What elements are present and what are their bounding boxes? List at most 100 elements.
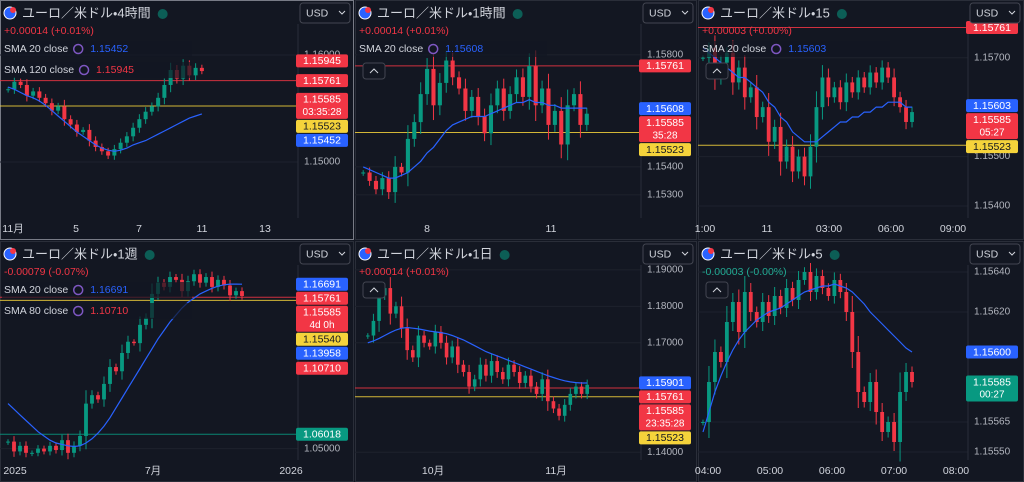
price-tag-label: 1.15600 (973, 346, 1011, 358)
indicator-value: 1.16691 (90, 284, 128, 296)
candle (162, 84, 167, 98)
time-label: 8 (424, 223, 430, 235)
candle (31, 91, 36, 96)
candle (12, 81, 17, 90)
candle (501, 372, 505, 380)
price-change: +0.00014 (+0.01%) (4, 25, 94, 37)
price-tag (296, 332, 348, 346)
collapse-button[interactable] (705, 62, 729, 80)
y-tick-label: 1.15640 (974, 267, 1011, 278)
candle (126, 341, 130, 353)
price-tag (639, 431, 691, 445)
candle (96, 395, 100, 400)
candle (24, 445, 28, 453)
candle (476, 96, 481, 117)
candle (405, 138, 410, 173)
indicator-label: SMA 20 close (4, 284, 68, 296)
price-change: -0.00003 (-0.00%) (702, 266, 787, 278)
candle (701, 422, 705, 423)
candle (422, 335, 426, 343)
candle (874, 72, 879, 83)
time-label: 2026 (279, 465, 303, 477)
candle (534, 386, 539, 394)
candle (124, 136, 129, 143)
currency-button[interactable] (642, 243, 694, 265)
candle (802, 272, 807, 280)
price-tag (296, 361, 348, 375)
currency-button[interactable] (299, 2, 351, 24)
price-tag-countdown: 35:28 (652, 130, 677, 141)
currency-button[interactable] (642, 2, 694, 24)
currency-button[interactable] (969, 2, 1021, 24)
candle (584, 113, 589, 125)
price-tag (296, 92, 348, 119)
candle (90, 395, 94, 404)
candle (562, 404, 567, 416)
y-tick-label: 1.05000 (304, 443, 341, 454)
candle (74, 124, 79, 133)
currency-button[interactable] (299, 243, 351, 265)
price-tag-label: 1.15603 (973, 100, 1011, 112)
price-tag-label: 1.15523 (973, 141, 1011, 153)
indicator-icon (72, 284, 84, 296)
candle (533, 66, 538, 106)
currency-label: USD (649, 7, 672, 19)
candle (766, 302, 771, 316)
candle (557, 408, 561, 416)
candle (724, 322, 729, 362)
candle (99, 147, 104, 152)
price-tag (296, 291, 348, 305)
time-label: 06:00 (819, 465, 845, 477)
price-tag (639, 390, 691, 404)
candle (892, 422, 897, 442)
price-tag-label: 1.15608 (646, 103, 684, 115)
price-tag (639, 376, 691, 390)
collapse-button[interactable] (362, 281, 386, 299)
candle (784, 146, 789, 162)
candle (844, 82, 849, 103)
indicator-value: 1.15452 (90, 43, 128, 55)
y-tick-label: 1.17000 (647, 337, 684, 348)
currency-label: USD (649, 248, 672, 260)
price-tag (639, 59, 691, 73)
candle (578, 94, 583, 125)
candle (820, 276, 825, 288)
candle (850, 82, 855, 93)
collapse-button[interactable] (362, 62, 386, 80)
price-tag (966, 113, 1018, 140)
candle (488, 105, 494, 134)
currency-label: USD (976, 248, 999, 260)
indicator-bg (2, 62, 192, 78)
indicator-value: 1.15603 (788, 43, 826, 55)
price-tag-label: 1.15761 (303, 75, 341, 87)
candle (412, 122, 417, 139)
price-tag-label: 1.15585 (973, 114, 1011, 126)
indicator-icon (72, 305, 84, 317)
candle (132, 341, 136, 344)
candle (49, 103, 54, 111)
price-tag-label: 1.15761 (646, 391, 684, 403)
candle (760, 302, 765, 322)
currency-button[interactable] (969, 243, 1021, 265)
symbol-flag-red (10, 7, 16, 13)
time-label: 11月 (545, 465, 566, 477)
candle (495, 361, 499, 373)
panel-title: ユーロ／米ドル・5 (720, 246, 823, 261)
time-label: 5 (73, 223, 79, 235)
collapse-chevron (369, 68, 379, 74)
price-tag-label: 1.15761 (646, 60, 684, 72)
candle (520, 77, 525, 97)
candle (469, 96, 474, 111)
candle (574, 386, 578, 394)
price-tag-label: 1.16691 (303, 278, 341, 290)
candle (868, 72, 873, 88)
price-tag (639, 404, 691, 431)
y-tick-label: 1.15300 (647, 190, 684, 201)
candle (427, 342, 432, 347)
collapse-button[interactable] (705, 281, 729, 299)
currency-chevron (338, 10, 346, 15)
y-tick-label: 1.15500 (974, 151, 1011, 162)
candle (106, 151, 111, 156)
candle (898, 392, 902, 442)
price-change: +0.00003 (+0.00%) (702, 25, 792, 37)
